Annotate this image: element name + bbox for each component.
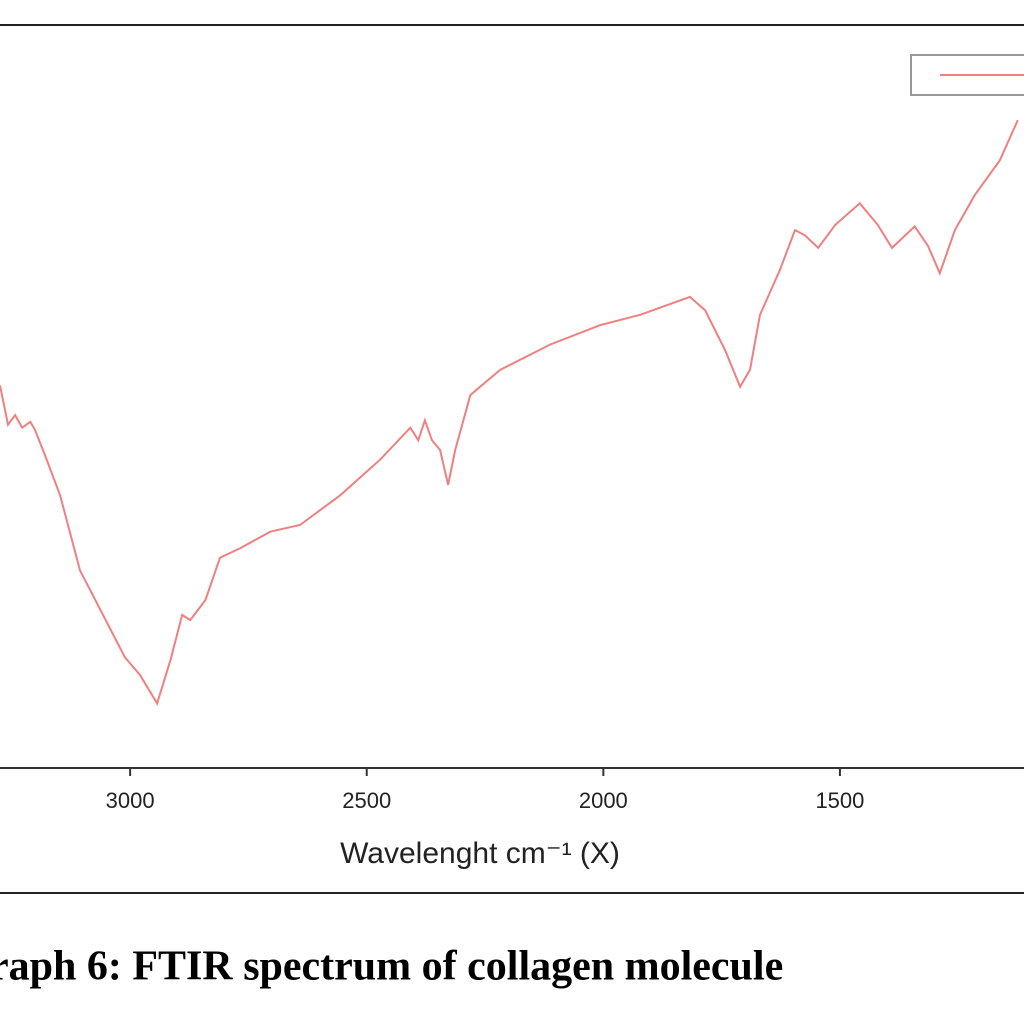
x-tick-label: 1500 <box>815 788 864 813</box>
x-tick-label: 2500 <box>342 788 391 813</box>
caption: raph 6: FTIR spectrum of collagen molecu… <box>0 944 783 990</box>
x-tick-label: 2000 <box>579 788 628 813</box>
x-axis-label: Wavelenght cm⁻¹ (X) <box>340 837 620 870</box>
spectrum-line <box>0 119 1019 706</box>
x-tick-label: 3000 <box>106 788 155 813</box>
